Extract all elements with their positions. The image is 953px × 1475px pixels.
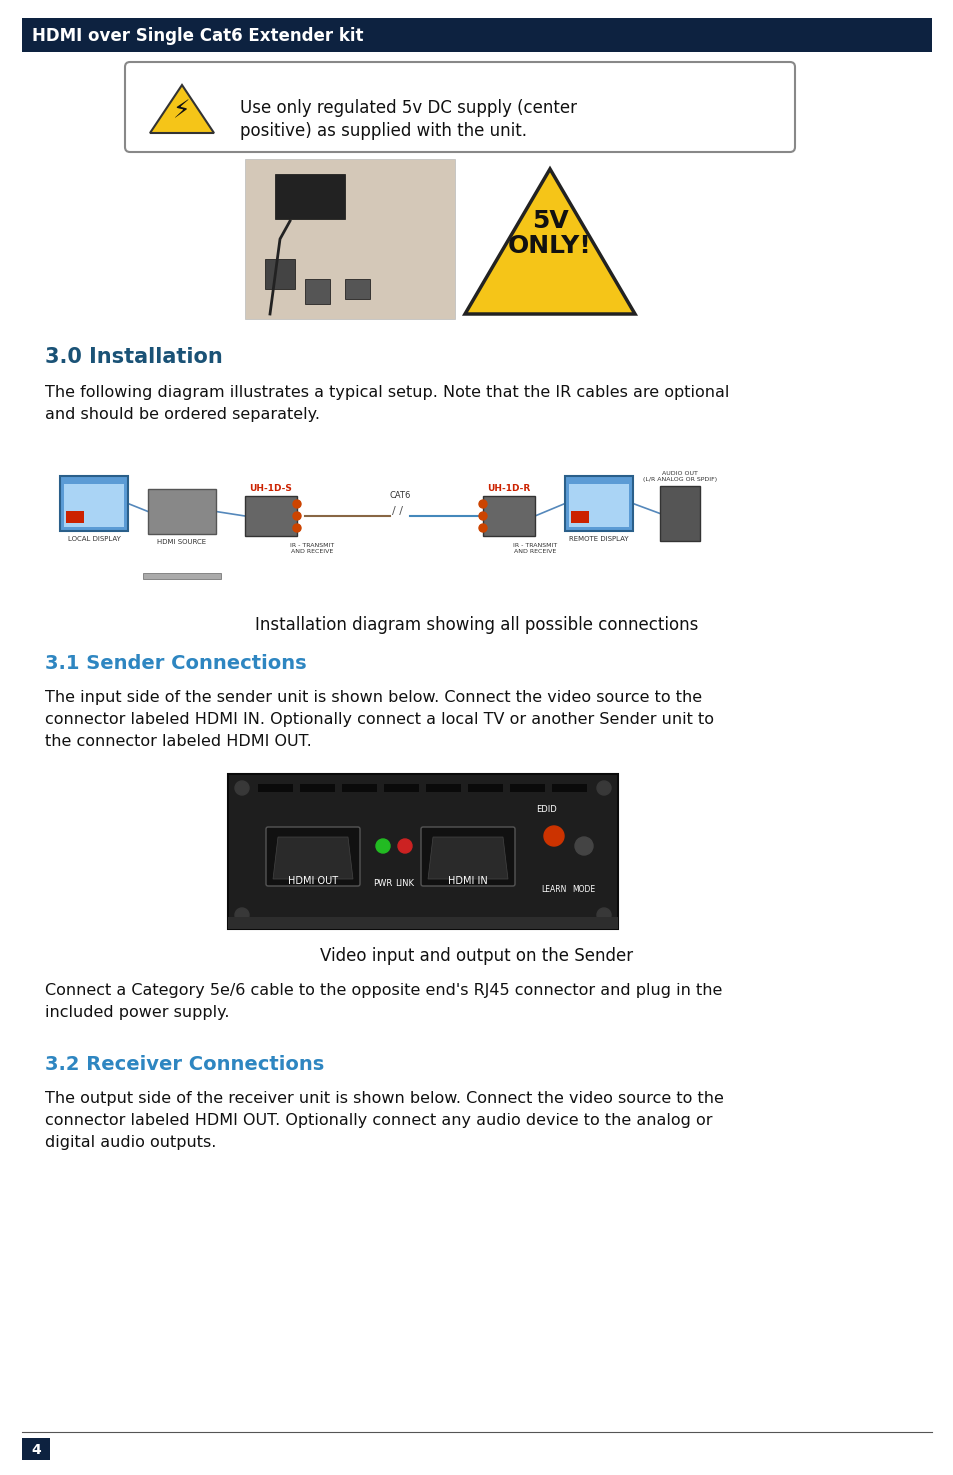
Text: The input side of the sender unit is shown below. Connect the video source to th: The input side of the sender unit is sho… (45, 690, 701, 705)
Polygon shape (273, 836, 353, 879)
Bar (341, 785, 376, 792)
Text: IR - TRANSMIT
AND RECEIVE: IR - TRANSMIT AND RECEIVE (290, 543, 334, 555)
Text: HDMI IN: HDMI IN (448, 876, 487, 886)
Text: Installation diagram showing all possible connections: Installation diagram showing all possibl… (255, 617, 698, 634)
Circle shape (543, 826, 563, 847)
Bar (64, 484, 124, 527)
Bar (426, 785, 460, 792)
Bar (60, 476, 128, 531)
Text: Connect a Category 5e/6 cable to the opposite end's RJ45 connector and plug in t: Connect a Category 5e/6 cable to the opp… (45, 982, 721, 999)
Text: Use only regulated 5v DC supply (center: Use only regulated 5v DC supply (center (240, 99, 577, 117)
Text: EDID: EDID (536, 805, 557, 814)
Text: The following diagram illustrates a typical setup. Note that the IR cables are o: The following diagram illustrates a typi… (45, 385, 729, 400)
Circle shape (597, 909, 610, 922)
Bar (22, 18, 931, 52)
Bar (228, 774, 618, 929)
Text: HDMI OUT: HDMI OUT (288, 876, 337, 886)
Text: HDMI over Single Cat6 Extender kit: HDMI over Single Cat6 Extender kit (32, 27, 363, 46)
Text: HDMI SOURCE: HDMI SOURCE (157, 538, 207, 544)
Bar (22, 1438, 50, 1460)
Bar (45, 451, 906, 600)
Bar (245, 496, 296, 535)
Text: LOCAL DISPLAY: LOCAL DISPLAY (68, 535, 120, 541)
Text: PWR: PWR (373, 879, 393, 888)
Polygon shape (150, 86, 213, 133)
Bar (345, 279, 370, 299)
Text: AUDIO OUT
(L/R ANALOG OR SPDIF): AUDIO OUT (L/R ANALOG OR SPDIF) (642, 471, 717, 482)
Polygon shape (428, 836, 507, 879)
Circle shape (234, 909, 249, 922)
Bar (299, 785, 335, 792)
Circle shape (293, 512, 301, 521)
Bar (265, 260, 294, 289)
Bar (564, 476, 633, 531)
Text: 5V
ONLY!: 5V ONLY! (508, 208, 591, 258)
Bar (274, 174, 345, 218)
Bar (468, 785, 502, 792)
Bar (148, 490, 215, 534)
Text: IR - TRANSMIT
AND RECEIVE: IR - TRANSMIT AND RECEIVE (513, 543, 557, 555)
Text: included power supply.: included power supply. (45, 1004, 230, 1021)
Text: / /: / / (392, 506, 403, 516)
Bar (228, 917, 618, 929)
Circle shape (234, 780, 249, 795)
Circle shape (597, 780, 610, 795)
Text: 3.1 Sender Connections: 3.1 Sender Connections (45, 653, 306, 673)
Circle shape (375, 839, 390, 853)
Circle shape (478, 512, 486, 521)
Text: UH-1D-S: UH-1D-S (250, 484, 293, 493)
Bar (482, 496, 535, 535)
Bar (305, 279, 330, 304)
Bar (245, 159, 455, 319)
Bar (552, 785, 586, 792)
Text: 3.2 Receiver Connections: 3.2 Receiver Connections (45, 1055, 324, 1074)
Circle shape (293, 524, 301, 532)
Text: LINK: LINK (395, 879, 414, 888)
Circle shape (478, 524, 486, 532)
Bar (659, 485, 700, 541)
Text: ⚡: ⚡ (173, 99, 191, 122)
Bar (571, 510, 588, 524)
Text: MODE: MODE (572, 885, 595, 894)
Text: connector labeled HDMI IN. Optionally connect a local TV or another Sender unit : connector labeled HDMI IN. Optionally co… (45, 712, 713, 727)
FancyBboxPatch shape (266, 827, 359, 886)
Text: UH-1D-R: UH-1D-R (487, 484, 530, 493)
Text: LEARN: LEARN (540, 885, 566, 894)
FancyBboxPatch shape (125, 62, 794, 152)
Text: 4: 4 (31, 1443, 41, 1457)
Bar (510, 785, 544, 792)
Bar (568, 484, 628, 527)
Text: CAT6: CAT6 (389, 491, 410, 500)
Circle shape (293, 500, 301, 507)
FancyBboxPatch shape (420, 827, 515, 886)
Text: positive) as supplied with the unit.: positive) as supplied with the unit. (240, 122, 526, 140)
Circle shape (575, 836, 593, 856)
Text: Video input and output on the Sender: Video input and output on the Sender (320, 947, 633, 965)
Text: connector labeled HDMI OUT. Optionally connect any audio device to the analog or: connector labeled HDMI OUT. Optionally c… (45, 1114, 712, 1128)
Polygon shape (464, 170, 635, 314)
Text: and should be ordered separately.: and should be ordered separately. (45, 407, 319, 422)
Circle shape (397, 839, 412, 853)
Circle shape (478, 500, 486, 507)
Text: the connector labeled HDMI OUT.: the connector labeled HDMI OUT. (45, 735, 312, 749)
Text: The output side of the receiver unit is shown below. Connect the video source to: The output side of the receiver unit is … (45, 1092, 723, 1106)
Bar (66, 510, 84, 524)
Text: digital audio outputs.: digital audio outputs. (45, 1134, 216, 1150)
Bar (143, 572, 221, 580)
Text: REMOTE DISPLAY: REMOTE DISPLAY (569, 535, 628, 541)
Text: 3.0 Installation: 3.0 Installation (45, 347, 222, 367)
Bar (384, 785, 418, 792)
Bar (257, 785, 293, 792)
